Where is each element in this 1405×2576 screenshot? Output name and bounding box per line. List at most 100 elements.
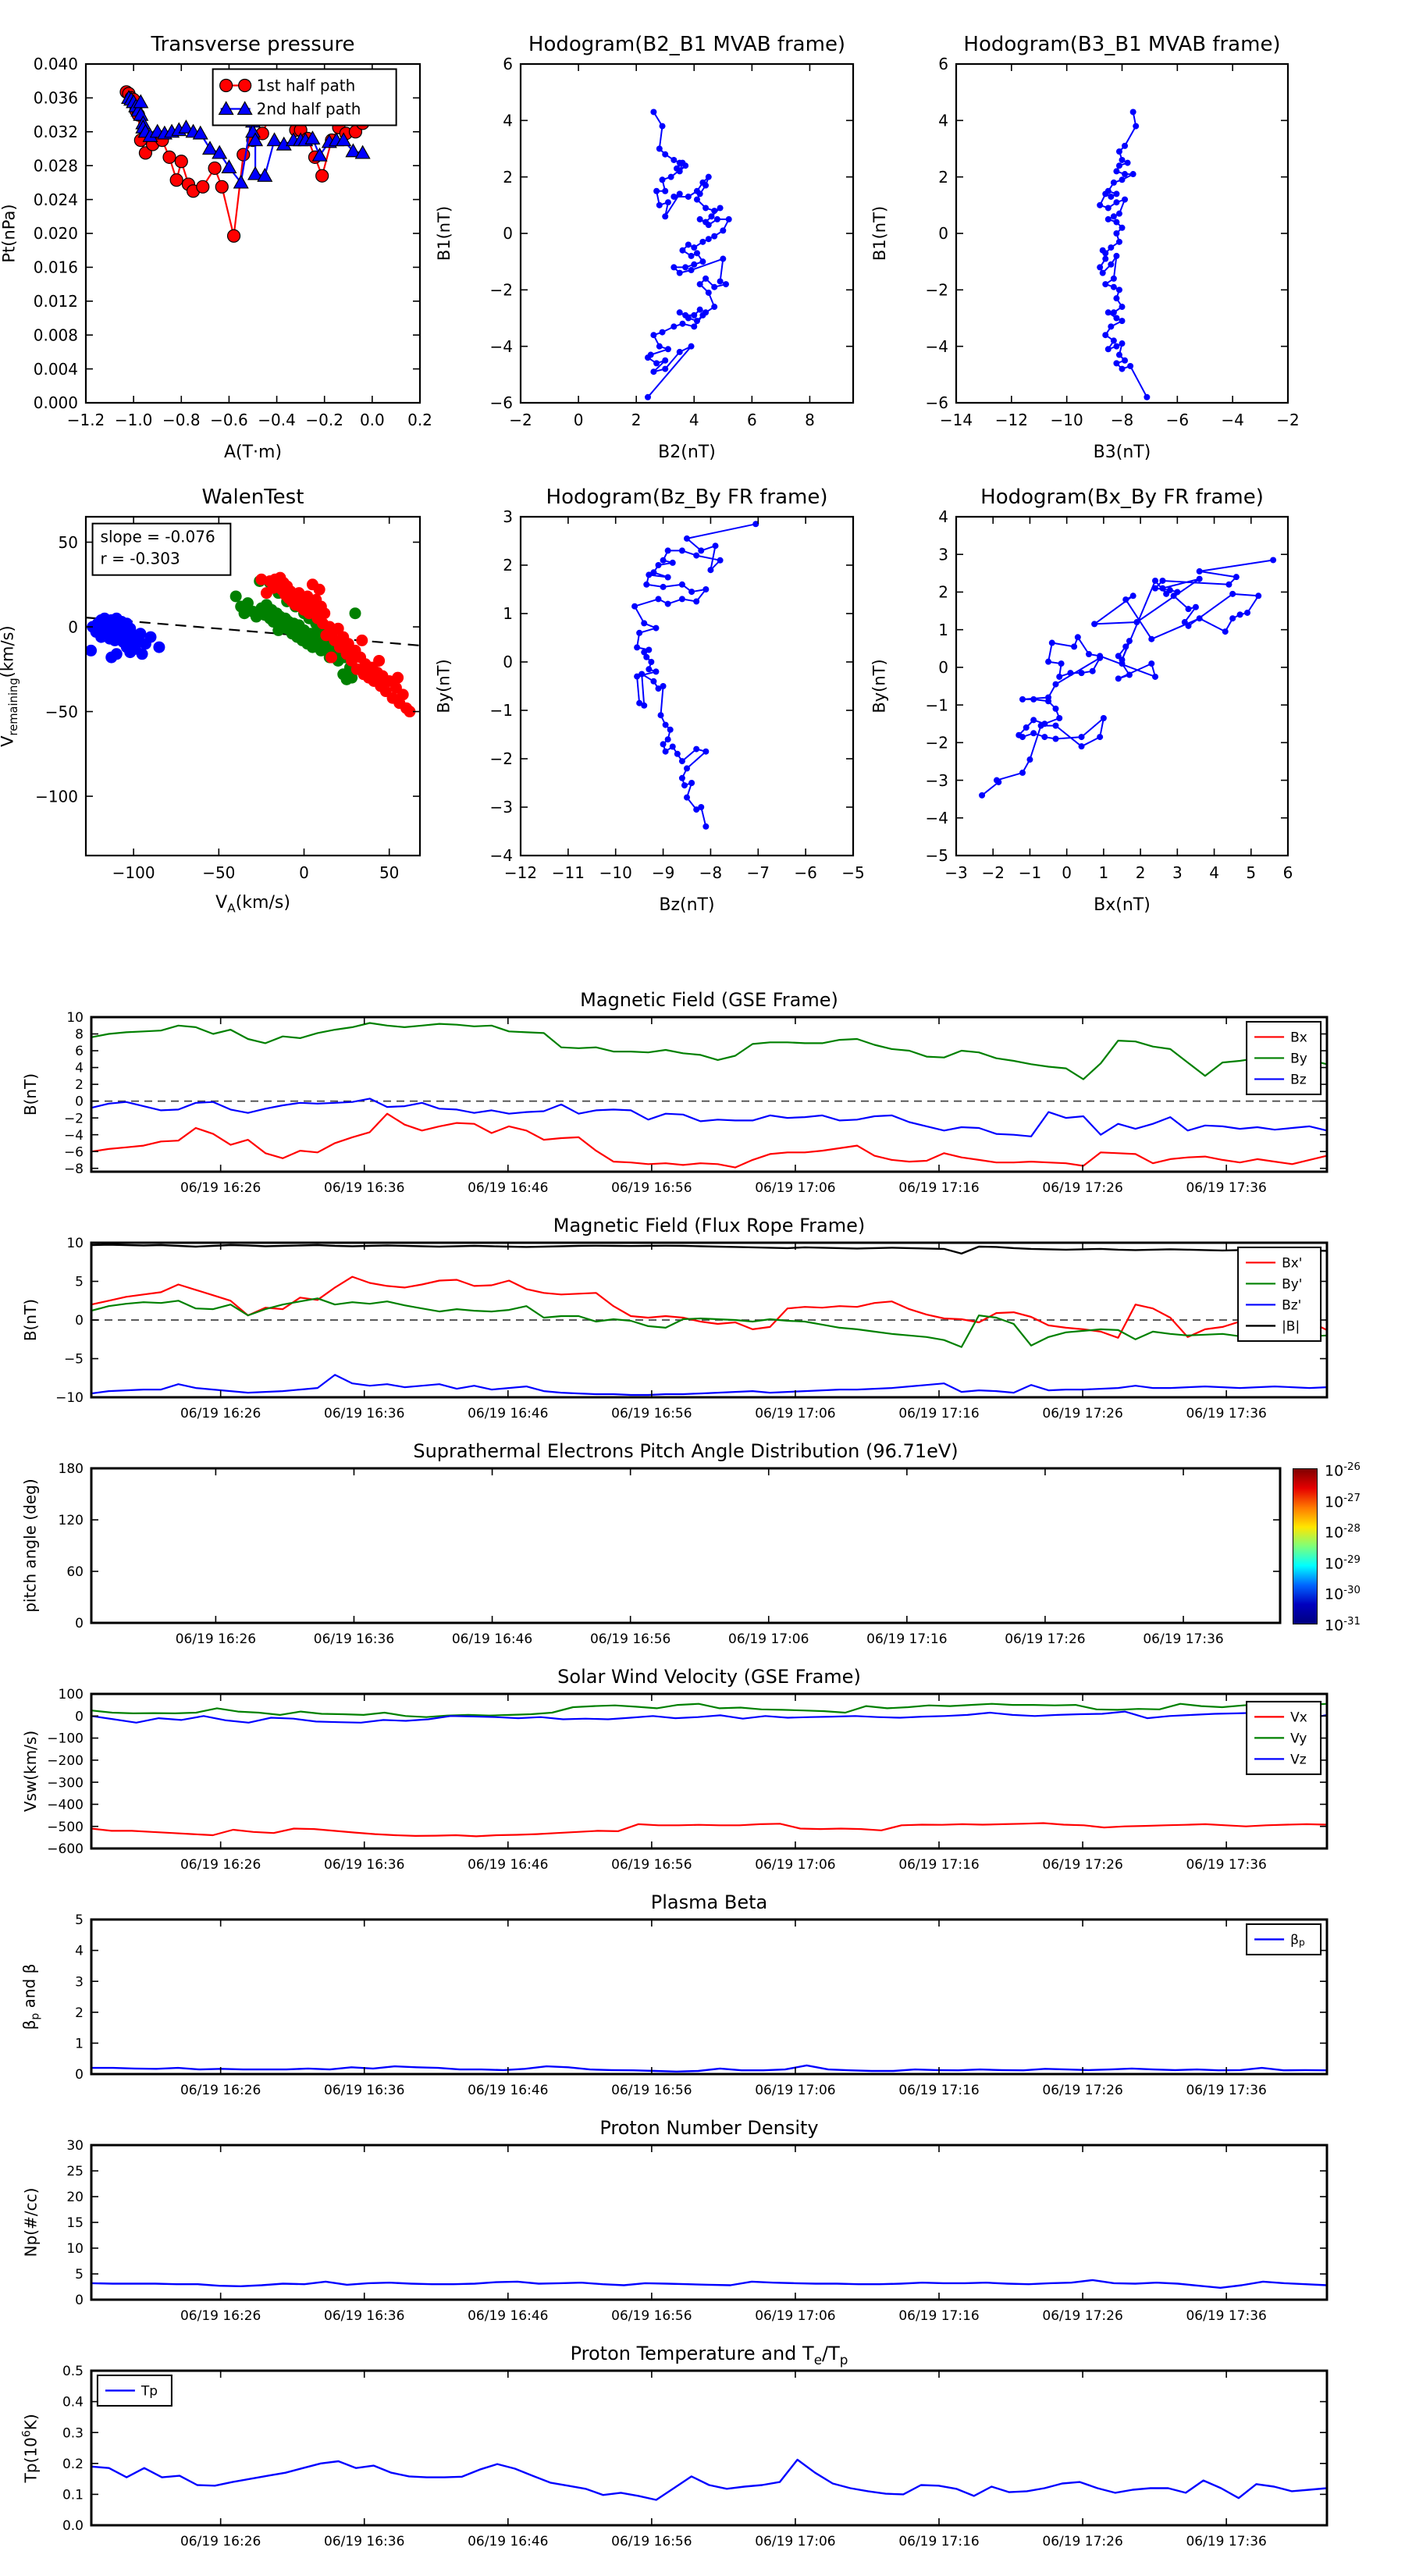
svg-text:06/19 17:06: 06/19 17:06 bbox=[755, 1180, 835, 1196]
svg-text:−2: −2 bbox=[981, 863, 1004, 882]
svg-text:5: 5 bbox=[75, 1275, 84, 1290]
panel-canvas: 06/19 16:26 06/19 16:36 06/19 16:46 06/19 1… bbox=[64, 1010, 1329, 1196]
svg-text:−1: −1 bbox=[926, 696, 948, 714]
svg-text:06/19 16:46: 06/19 16:46 bbox=[468, 1406, 548, 1421]
svg-text:50: 50 bbox=[59, 533, 78, 552]
panel-canvas: 06/19 16:26 06/19 16:36 06/19 16:46 06/19 1… bbox=[62, 2364, 1329, 2549]
svg-text:2: 2 bbox=[75, 1077, 84, 1093]
svg-text:0.1: 0.1 bbox=[62, 2488, 84, 2503]
svg-text:−2: −2 bbox=[490, 281, 513, 300]
svg-text:−100: −100 bbox=[35, 787, 78, 806]
magnetic-field-gse-panel: Magnetic Field (GSE Frame) B(nT) 06/19 1… bbox=[21, 989, 1329, 1196]
svg-text:2: 2 bbox=[938, 583, 948, 602]
svg-text:3: 3 bbox=[75, 1974, 84, 1990]
panel-title: Solar Wind Velocity (GSE Frame) bbox=[557, 1666, 861, 1688]
svg-text:−1.0: −1.0 bbox=[115, 411, 153, 429]
svg-text:−8: −8 bbox=[699, 863, 722, 882]
svg-text:2: 2 bbox=[631, 411, 642, 429]
svg-text:−600: −600 bbox=[47, 1841, 84, 1857]
svg-text:−0.2: −0.2 bbox=[305, 411, 343, 429]
y-axis-label: By(nT) bbox=[434, 659, 454, 713]
x-axis-label: Bx(nT) bbox=[1094, 895, 1151, 915]
svg-text:−300: −300 bbox=[47, 1775, 84, 1791]
svg-text:−3: −3 bbox=[490, 798, 513, 817]
svg-text:−100: −100 bbox=[112, 863, 155, 882]
svg-text:06/19 16:56: 06/19 16:56 bbox=[611, 2308, 692, 2324]
svg-text:−50: −50 bbox=[202, 863, 235, 882]
svg-text:0: 0 bbox=[1062, 863, 1072, 882]
svg-text:06/19 16:36: 06/19 16:36 bbox=[324, 2534, 404, 2549]
svg-text:4: 4 bbox=[938, 112, 948, 130]
svg-text:−4: −4 bbox=[926, 809, 948, 827]
svg-text:−4: −4 bbox=[490, 337, 513, 356]
y-axis-label: Tp(106K) bbox=[20, 2413, 41, 2483]
y-axis-label: B1(nT) bbox=[434, 205, 454, 262]
svg-text:4: 4 bbox=[75, 1944, 84, 1959]
svg-text:−500: −500 bbox=[47, 1820, 84, 1835]
svg-text:06/19 17:36: 06/19 17:36 bbox=[1186, 2083, 1266, 2098]
svg-text:06/19 16:36: 06/19 16:36 bbox=[314, 1631, 394, 1647]
svg-text:120: 120 bbox=[59, 1513, 84, 1528]
svg-text:06/19 17:06: 06/19 17:06 bbox=[755, 1857, 835, 1873]
x-axis-label: B2(nT) bbox=[658, 443, 716, 462]
panel-title: Suprathermal Electrons Pitch Angle Distr… bbox=[413, 1440, 959, 1462]
svg-text:0: 0 bbox=[938, 224, 948, 243]
svg-text:Bz: Bz bbox=[1290, 1073, 1307, 1088]
svg-text:06/19 16:56: 06/19 16:56 bbox=[611, 1406, 692, 1421]
x-axis-label: Bz(nT) bbox=[659, 895, 715, 915]
svg-text:10: 10 bbox=[66, 1236, 84, 1251]
svg-text:−0.4: −0.4 bbox=[258, 411, 296, 429]
y-axis-label: B(nT) bbox=[21, 1073, 40, 1116]
svg-text:−12: −12 bbox=[995, 411, 1028, 429]
x-axis-label: VA(km/s) bbox=[215, 892, 290, 915]
colorbar-tick-label: 10-31 bbox=[1325, 1616, 1361, 1635]
plot-title: Hodogram(B3_B1 MVAB frame) bbox=[963, 33, 1281, 56]
panel-canvas: 06/19 16:26 06/19 16:36 06/19 16:46 06/19 1… bbox=[59, 1461, 1282, 1647]
y-axis-label: B(nT) bbox=[21, 1298, 40, 1342]
svg-text:06/19 17:36: 06/19 17:36 bbox=[1143, 1631, 1223, 1647]
svg-text:0: 0 bbox=[75, 2067, 84, 2083]
pitch-angle-panel: Suprathermal Electrons Pitch Angle Distr… bbox=[21, 1440, 1282, 1647]
svg-text:−5: −5 bbox=[841, 863, 864, 882]
svg-text:60: 60 bbox=[66, 1564, 84, 1580]
svg-text:−8: −8 bbox=[64, 1162, 84, 1177]
panel-title: Magnetic Field (Flux Rope Frame) bbox=[553, 1215, 866, 1236]
colorbar: 10-26 10-27 10-28 10-29 10-30 10-31 bbox=[1293, 1461, 1361, 1634]
svg-text:1: 1 bbox=[938, 621, 948, 639]
svg-text:06/19 16:46: 06/19 16:46 bbox=[468, 1857, 548, 1873]
svg-text:0.3: 0.3 bbox=[62, 2425, 84, 2441]
svg-text:2: 2 bbox=[938, 168, 948, 187]
svg-text:−3: −3 bbox=[944, 863, 967, 882]
x-axis-label: B3(nT) bbox=[1093, 443, 1151, 462]
svg-text:0: 0 bbox=[938, 658, 948, 677]
svg-text:−4: −4 bbox=[490, 846, 513, 865]
svg-text:−200: −200 bbox=[47, 1753, 84, 1769]
svg-text:30: 30 bbox=[66, 2138, 84, 2154]
svg-text:06/19 17:16: 06/19 17:16 bbox=[898, 2308, 979, 2324]
y-axis-label: βp and β bbox=[19, 1963, 41, 2030]
proton-density-panel: Proton Number Density Np(#/cc) 06/19 16:… bbox=[21, 2117, 1329, 2324]
plot-canvas: −2 0 2 4 6 8 −6 −4 −2 0 2 4 6 bbox=[490, 55, 855, 429]
svg-text:r = -0.303: r = -0.303 bbox=[101, 550, 180, 568]
svg-text:−50: −50 bbox=[45, 703, 78, 721]
panel-canvas: 06/19 16:26 06/19 16:36 06/19 16:46 06/19 1… bbox=[66, 2138, 1329, 2324]
svg-text:8: 8 bbox=[75, 1027, 84, 1043]
svg-text:06/19 17:36: 06/19 17:36 bbox=[1186, 2308, 1266, 2324]
colorbar-tick-label: 10-29 bbox=[1325, 1554, 1361, 1573]
svg-text:0.016: 0.016 bbox=[34, 258, 78, 277]
svg-text:06/19 17:16: 06/19 17:16 bbox=[898, 1406, 979, 1421]
svg-text:−2: −2 bbox=[1276, 411, 1299, 429]
svg-text:6: 6 bbox=[747, 411, 757, 429]
plot-canvas: −3 −2 −1 0 1 2 3 4 5 6 −5 −4 −3 −2 −1 0 1 2 3 4 bbox=[926, 507, 1293, 882]
colorbar-gradient bbox=[1293, 1469, 1317, 1624]
svg-text:25: 25 bbox=[66, 2164, 84, 2179]
svg-text:10: 10 bbox=[66, 2241, 84, 2257]
svg-text:4: 4 bbox=[938, 507, 948, 526]
svg-text:06/19 17:36: 06/19 17:36 bbox=[1186, 1857, 1266, 1873]
svg-text:06/19 17:26: 06/19 17:26 bbox=[1042, 1406, 1122, 1421]
svg-text:06/19 17:06: 06/19 17:06 bbox=[755, 1406, 835, 1421]
svg-text:2: 2 bbox=[503, 168, 513, 187]
svg-text:06/19 17:16: 06/19 17:16 bbox=[898, 2534, 979, 2549]
svg-text:15: 15 bbox=[66, 2215, 84, 2231]
